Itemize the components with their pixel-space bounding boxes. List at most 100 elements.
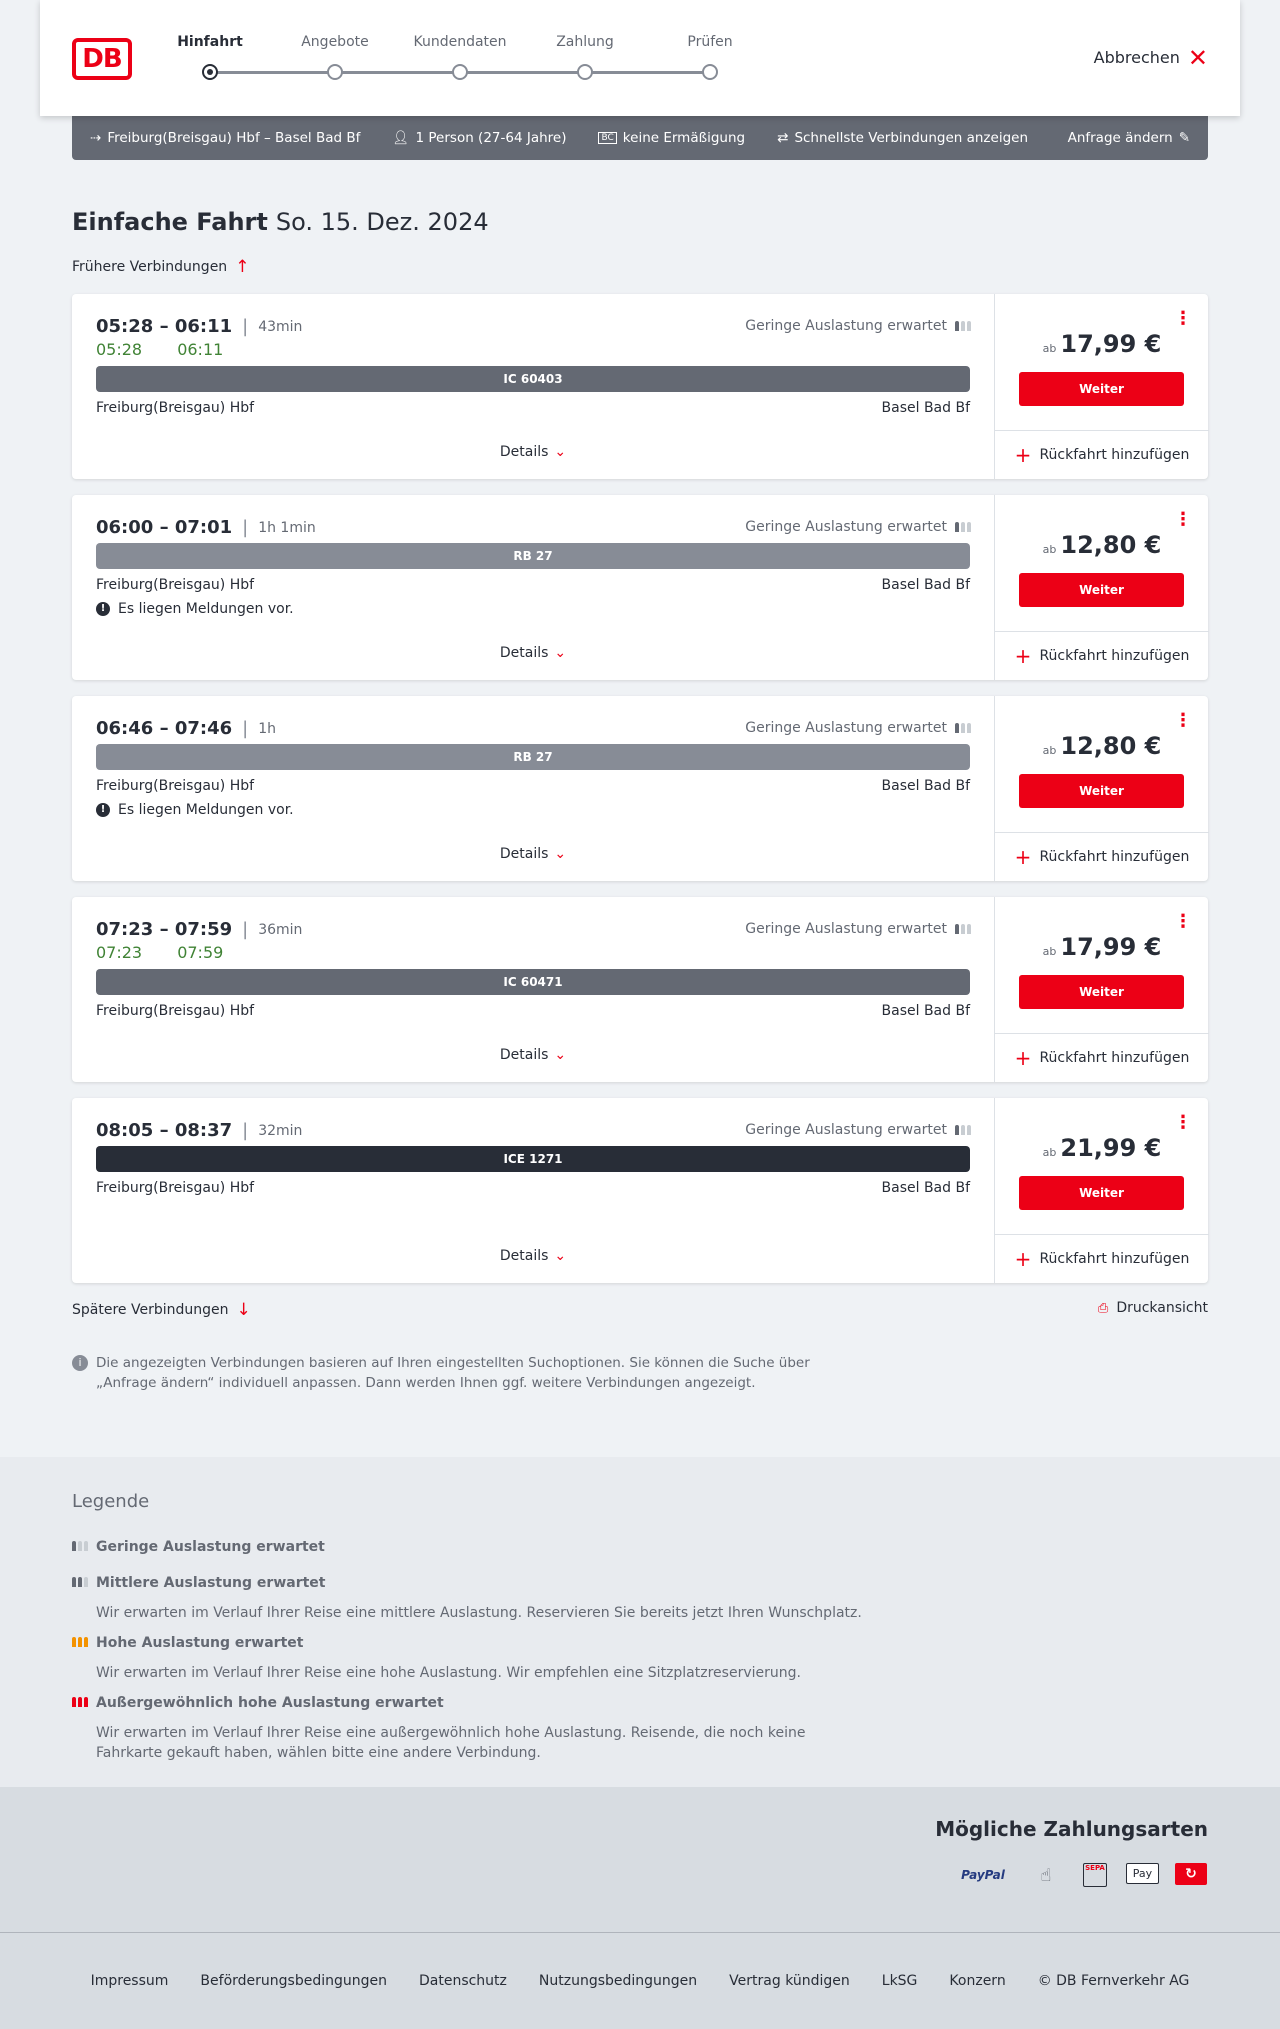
connection-times: 08:05 – 08:37 | 32min xyxy=(96,1120,302,1141)
departure-arrival: 05:28 – 06:11 xyxy=(96,316,233,337)
add-return-button[interactable]: + Rückfahrt hinzufügen xyxy=(995,631,1209,680)
arrow-down-icon: ↓ xyxy=(236,1300,251,1320)
price-value: 12,80 € xyxy=(1060,732,1162,760)
departure-arrival: 06:00 – 07:01 xyxy=(96,517,233,538)
more-options-icon[interactable]: ⋮ xyxy=(1174,911,1192,932)
legend-label: Außergewöhnlich hohe Auslastung erwartet xyxy=(96,1695,444,1711)
footer-link[interactable]: Konzern xyxy=(949,1973,1006,1989)
chevron-down-icon: ⌄ xyxy=(554,1248,567,1264)
price-column: ⋮ ab 12,80 € Weiter + Rückfahrt hinzufügen xyxy=(994,495,1209,680)
train-bar[interactable]: RB 27 xyxy=(96,543,970,569)
details-toggle[interactable]: Details ⌄ xyxy=(72,645,994,661)
occupancy-label: Geringe Auslastung erwartet xyxy=(745,318,947,334)
details-toggle[interactable]: Details ⌄ xyxy=(72,846,994,862)
print-view-link[interactable]: ⎙ Druckansicht xyxy=(1098,1300,1208,1316)
duration: 32min xyxy=(258,1122,303,1139)
separator: | xyxy=(242,1120,249,1141)
details-toggle[interactable]: Details ⌄ xyxy=(72,1248,994,1264)
connection-card: 05:28 – 06:11 | 43min 05:28 06:11 Geringe Au… xyxy=(72,294,1209,479)
more-options-icon[interactable]: ⋮ xyxy=(1174,509,1192,530)
occupancy-label: Geringe Auslastung erwartet xyxy=(745,1122,947,1138)
footer-link[interactable]: Nutzungsbedingungen xyxy=(538,1973,698,1989)
details-label: Details xyxy=(499,846,549,862)
arrival-station: Basel Bad Bf xyxy=(881,400,970,416)
occupancy-low-icon xyxy=(955,924,971,934)
details-label: Details xyxy=(499,1248,549,1264)
continue-button[interactable]: Weiter xyxy=(1019,1176,1184,1210)
search-summary-bar[interactable]: ⇢ Freiburg(Breisgau) Hbf – Basel Bad Bf 👤… xyxy=(72,116,1208,160)
more-options-icon[interactable]: ⋮ xyxy=(1174,710,1192,731)
legend-label: Hohe Auslastung erwartet xyxy=(96,1635,304,1651)
legend-item: Hohe Auslastung erwartet Wir erwarten im … xyxy=(72,1635,876,1683)
departure-station: Freiburg(Breisgau) Hbf xyxy=(96,577,255,593)
pencil-icon: ✎ xyxy=(1178,130,1190,146)
footer: Impressum Beförderungsbedingungen Datensch… xyxy=(0,1932,1280,2029)
cancel-button[interactable]: Abbrechen ✕ xyxy=(1093,46,1208,70)
occupancy-info: Geringe Auslastung erwartet xyxy=(745,1122,971,1138)
departure-arrival: 07:23 – 07:59 xyxy=(96,919,233,940)
add-return-button[interactable]: + Rückfahrt hinzufügen xyxy=(995,430,1209,479)
print-label: Druckansicht xyxy=(1116,1300,1208,1316)
add-return-button[interactable]: + Rückfahrt hinzufügen xyxy=(995,1234,1209,1283)
occupancy-info: Geringe Auslastung erwartet xyxy=(745,318,971,334)
departure-station: Freiburg(Breisgau) Hbf xyxy=(96,1003,255,1019)
earlier-label: Frühere Verbindungen xyxy=(72,259,228,275)
plus-icon: + xyxy=(1014,443,1032,467)
footer-link[interactable]: Datenschutz xyxy=(418,1973,507,1989)
footer-link[interactable]: Impressum xyxy=(90,1973,169,1989)
page-title: Einfache Fahrt So. 15. Dez. 2024 xyxy=(72,208,489,236)
arrival-station: Basel Bad Bf xyxy=(881,778,970,794)
train-bar[interactable]: RB 27 xyxy=(96,744,970,770)
connection-times: 06:00 – 07:01 | 1h 1min xyxy=(96,517,316,538)
step-dot-active xyxy=(202,64,218,80)
footer-link[interactable]: Vertrag kündigen xyxy=(729,1973,850,1989)
price-column: ⋮ ab 12,80 € Weiter + Rückfahrt hinzufügen xyxy=(994,696,1209,881)
exclamation-icon: ! xyxy=(96,803,110,817)
step-angebote: Angebote xyxy=(301,34,369,50)
more-options-icon[interactable]: ⋮ xyxy=(1174,308,1192,329)
details-toggle[interactable]: Details ⌄ xyxy=(72,444,994,460)
edit-search-button[interactable]: Anfrage ändern ✎ xyxy=(1068,130,1190,146)
duration: 36min xyxy=(258,921,303,938)
step-hinfahrt: Hinfahrt xyxy=(177,34,243,50)
departure-arrival: 08:05 – 08:37 xyxy=(96,1120,233,1141)
cancel-label: Abbrechen xyxy=(1093,48,1180,67)
continue-button[interactable]: Weiter xyxy=(1019,372,1184,406)
occupancy-level-icon xyxy=(72,1541,88,1551)
earlier-connections-link[interactable]: Frühere Verbindungen ↑ xyxy=(72,257,249,277)
add-return-button[interactable]: + Rückfahrt hinzufügen xyxy=(995,832,1209,881)
apple-pay-label: Pay xyxy=(1132,1867,1153,1880)
return-label: Rückfahrt hinzufügen xyxy=(1039,849,1190,865)
trip-date: So. 15. Dez. 2024 xyxy=(275,208,489,236)
continue-button[interactable]: Weiter xyxy=(1019,573,1184,607)
printer-icon: ⎙ xyxy=(1097,1300,1109,1316)
details-toggle[interactable]: Details ⌄ xyxy=(72,1047,994,1063)
train-bar[interactable]: IC 60471 xyxy=(96,969,970,995)
arrival-station: Basel Bad Bf xyxy=(881,1180,970,1196)
step-kundendaten: Kundendaten xyxy=(413,34,507,50)
sepa-icon: SEPA xyxy=(1083,1863,1107,1887)
later-connections-link[interactable]: Spätere Verbindungen ↓ xyxy=(72,1300,251,1320)
train-bar[interactable]: IC 60403 xyxy=(96,366,970,392)
footer-link[interactable]: LkSG xyxy=(881,1973,918,1989)
train-bar[interactable]: ICE 1271 xyxy=(96,1146,970,1172)
discount: keine Ermäßigung xyxy=(622,130,746,146)
departure-station: Freiburg(Breisgau) Hbf xyxy=(96,778,255,794)
db-logo[interactable]: DB xyxy=(72,38,132,80)
details-label: Details xyxy=(499,1047,549,1063)
departure-station: Freiburg(Breisgau) Hbf xyxy=(96,400,255,416)
info-text: Die angezeigten Verbindungen basieren au… xyxy=(96,1355,810,1391)
occupancy-level-icon xyxy=(72,1697,88,1707)
return-label: Rückfahrt hinzufügen xyxy=(1039,1251,1190,1267)
step-zahlung: Zahlung xyxy=(556,34,614,50)
footer-link[interactable]: Beförderungsbedingungen xyxy=(200,1973,387,1989)
add-return-button[interactable]: + Rückfahrt hinzufügen xyxy=(995,1033,1209,1082)
continue-button[interactable]: Weiter xyxy=(1019,975,1184,1009)
occupancy-low-icon xyxy=(955,321,971,331)
fastest: Schnellste Verbindungen anzeigen xyxy=(794,130,1028,146)
chevron-down-icon: ⌄ xyxy=(554,846,567,862)
continue-button[interactable]: Weiter xyxy=(1019,774,1184,808)
more-options-icon[interactable]: ⋮ xyxy=(1174,1112,1192,1133)
legend-section: Legende Geringe Auslastung erwartet Mittl… xyxy=(0,1457,1280,1787)
step-dot xyxy=(577,64,593,80)
